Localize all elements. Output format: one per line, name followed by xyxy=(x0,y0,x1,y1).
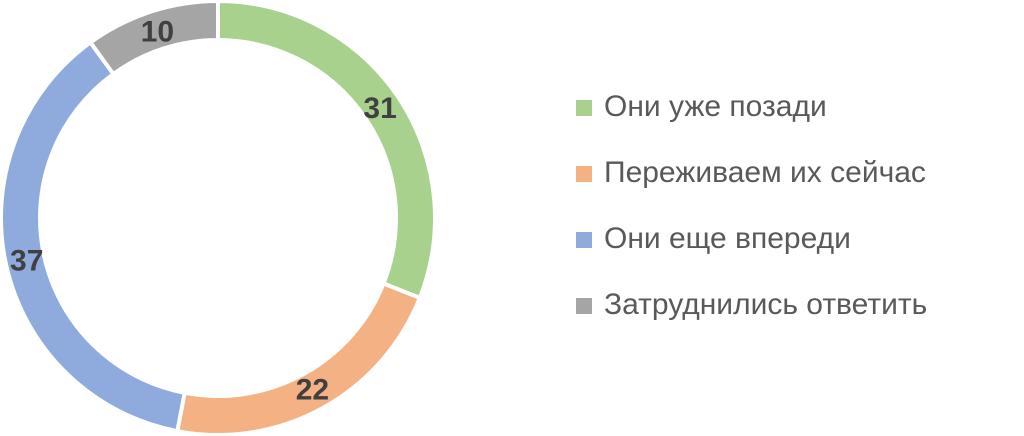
legend-label: Они еще впереди xyxy=(604,222,851,255)
data-label: 10 xyxy=(141,16,174,49)
legend-swatch xyxy=(576,166,592,182)
donut-segment xyxy=(216,0,437,301)
legend-swatch xyxy=(576,100,592,116)
donut-segment xyxy=(174,280,423,436)
data-label: 37 xyxy=(10,245,43,278)
data-label: 22 xyxy=(296,374,329,407)
donut-segment xyxy=(0,39,187,434)
legend-label: Они уже позади xyxy=(604,90,827,123)
data-label: 31 xyxy=(363,92,396,125)
legend-swatch xyxy=(576,232,592,248)
legend-label: Затруднились ответить xyxy=(604,288,927,321)
donut-segment xyxy=(87,0,220,77)
legend-label: Переживаем их сейчас xyxy=(604,156,926,189)
legend-swatch xyxy=(576,298,592,314)
